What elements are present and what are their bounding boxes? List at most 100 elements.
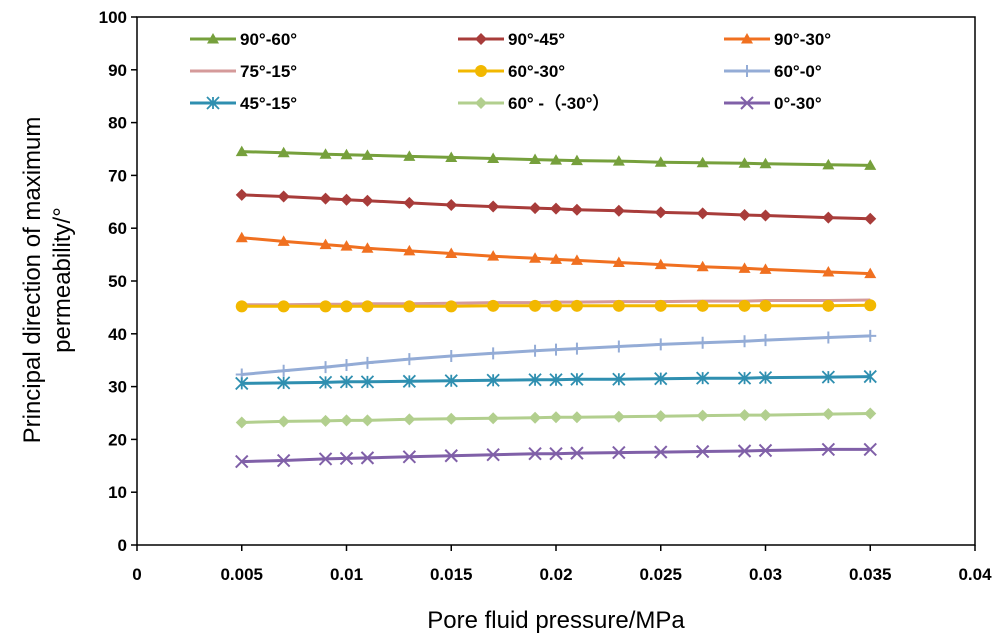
x-tick-label: 0.01 [330, 565, 363, 584]
data-point [758, 443, 773, 458]
y-tick-label: 30 [108, 378, 127, 397]
legend-item-9: 0°-30° [724, 94, 822, 113]
data-point [738, 409, 751, 422]
data-point [486, 448, 500, 462]
data-point [235, 300, 248, 313]
data-point [277, 364, 290, 377]
data-point [738, 262, 751, 273]
data-point [654, 258, 667, 270]
data-point [529, 299, 542, 312]
data-point [696, 371, 710, 385]
x-tick-label: 0.015 [430, 565, 473, 584]
data-point [403, 196, 416, 209]
data-point [741, 33, 753, 44]
data-point [340, 358, 353, 371]
data-point [696, 260, 709, 272]
data-point [360, 375, 375, 389]
data-point [822, 158, 835, 170]
data-point [759, 334, 772, 347]
data-point [696, 156, 709, 168]
data-point [339, 375, 354, 389]
data-point [612, 155, 625, 166]
data-point [549, 373, 563, 387]
data-point [759, 263, 772, 274]
data-point [550, 411, 562, 424]
data-point [696, 336, 709, 349]
data-point [475, 65, 487, 77]
data-point [864, 329, 877, 342]
series-layer [235, 145, 877, 469]
data-point [737, 444, 752, 458]
data-point [277, 415, 290, 428]
data-point [340, 148, 353, 160]
data-point [612, 445, 626, 460]
data-point [319, 148, 332, 159]
data-point [340, 193, 353, 206]
data-point [758, 370, 773, 385]
series-7 [235, 369, 877, 391]
data-point [206, 96, 220, 110]
data-point [277, 235, 290, 246]
data-point [276, 453, 291, 468]
data-point [738, 299, 751, 312]
data-point [277, 376, 291, 390]
data-point [612, 372, 626, 386]
legend: 90°-60° 90°-45° 90°-30° 75°-15° 60°-30° 60°-0… [190, 30, 831, 113]
series-2 [235, 188, 877, 225]
data-point [654, 299, 667, 312]
legend-label: 60°-0° [774, 62, 822, 81]
data-point [529, 411, 542, 424]
data-point [340, 240, 353, 251]
data-point [487, 347, 500, 360]
data-point [741, 65, 753, 77]
y-tick-label: 90 [108, 61, 127, 80]
data-point [319, 192, 332, 205]
x-tick-label: 0.02 [539, 565, 572, 584]
data-point [319, 238, 332, 250]
data-point [654, 445, 668, 459]
data-point [529, 344, 542, 357]
data-point [864, 407, 877, 420]
legend-label: 45°-15° [240, 94, 297, 113]
legend-label: 0°-30° [774, 94, 822, 113]
data-point [319, 414, 332, 427]
data-point [529, 153, 542, 165]
data-point [235, 188, 248, 201]
data-point [235, 376, 249, 391]
data-point [529, 202, 542, 215]
x-axis: 0 0.005 0.01 0.015 0.02 0.025 0.03 0.035 0.04 [132, 545, 992, 584]
data-point [612, 410, 625, 423]
data-point [277, 190, 290, 203]
data-point [402, 450, 417, 464]
legend-item-1: 90°-60° [190, 30, 297, 49]
data-point [361, 356, 374, 369]
data-point [549, 446, 563, 461]
legend-item-6: 60°-0° [724, 62, 822, 81]
data-point [487, 299, 500, 312]
data-point [864, 212, 877, 225]
data-point [235, 145, 248, 157]
data-point [759, 157, 772, 169]
x-tick-label: 0.035 [849, 565, 892, 584]
data-point [403, 413, 416, 426]
data-point [612, 204, 625, 217]
data-point [570, 446, 584, 460]
data-point [444, 449, 458, 463]
series-line [241, 447, 871, 464]
data-point [318, 452, 333, 466]
data-point [612, 340, 625, 353]
data-point [402, 374, 416, 388]
data-point [445, 412, 458, 425]
data-point [475, 33, 487, 45]
data-point [340, 300, 353, 313]
data-point [207, 33, 219, 44]
series-3 [235, 231, 877, 279]
legend-item-8: 60° -（-30°） [458, 93, 609, 113]
data-point [570, 411, 583, 424]
data-point [740, 96, 754, 110]
data-point [612, 299, 625, 312]
data-point [487, 200, 500, 213]
data-point [654, 410, 667, 423]
data-point [403, 353, 416, 366]
